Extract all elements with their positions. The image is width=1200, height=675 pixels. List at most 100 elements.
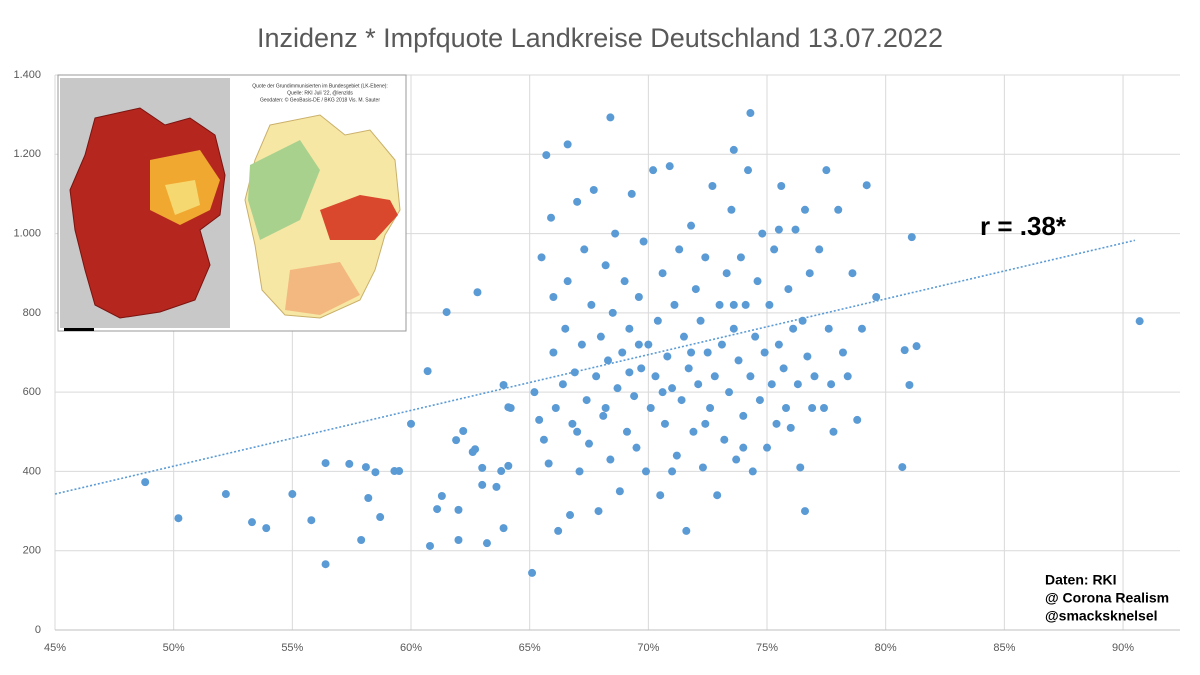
- point: [701, 253, 710, 262]
- point: [736, 253, 745, 262]
- point: [660, 419, 669, 428]
- point: [727, 205, 736, 214]
- point: [554, 526, 563, 535]
- point: [1135, 317, 1144, 326]
- point: [791, 225, 800, 234]
- map-left-region: [165, 180, 200, 215]
- point: [371, 468, 380, 477]
- point: [615, 487, 624, 496]
- point: [675, 245, 684, 254]
- point: [247, 518, 256, 527]
- y-tick-label: 0: [35, 624, 41, 636]
- point: [898, 463, 907, 472]
- point: [853, 415, 862, 424]
- point: [720, 435, 729, 444]
- point: [625, 368, 634, 377]
- point: [634, 340, 643, 349]
- point: [452, 436, 461, 445]
- point: [364, 493, 373, 502]
- point: [307, 516, 316, 525]
- point: [900, 346, 909, 355]
- point: [407, 419, 416, 428]
- y-tick-label: 1.000: [13, 227, 41, 239]
- point: [777, 182, 786, 190]
- point: [561, 324, 570, 333]
- point: [641, 467, 650, 476]
- point: [573, 197, 582, 206]
- point: [715, 300, 724, 309]
- point: [822, 166, 831, 175]
- point: [670, 300, 679, 309]
- point: [544, 459, 553, 468]
- point: [604, 356, 613, 365]
- point: [805, 269, 814, 278]
- point: [627, 189, 636, 198]
- inset-text: Geodaten: © GeoBasis-DE / BKG 2018 Vis. …: [260, 96, 380, 103]
- point: [646, 404, 655, 412]
- trendline: [54, 239, 1136, 495]
- point: [748, 467, 757, 476]
- point: [423, 367, 432, 376]
- point: [796, 463, 805, 472]
- point: [539, 435, 548, 444]
- point: [658, 269, 667, 278]
- point: [819, 404, 828, 412]
- point: [834, 205, 843, 214]
- point: [506, 404, 515, 412]
- x-tick-label: 65%: [519, 642, 541, 654]
- point: [549, 293, 558, 301]
- point: [765, 300, 774, 309]
- point: [808, 404, 817, 412]
- point: [535, 415, 544, 424]
- point: [499, 524, 508, 533]
- point: [601, 404, 610, 412]
- point: [668, 467, 677, 476]
- x-tick-label: 75%: [756, 642, 778, 654]
- point: [717, 340, 726, 349]
- point: [478, 480, 487, 489]
- point: [637, 364, 646, 373]
- point: [478, 463, 487, 472]
- point: [594, 507, 603, 516]
- point: [658, 388, 667, 397]
- point: [746, 372, 755, 381]
- point: [760, 348, 769, 357]
- point: [703, 348, 712, 357]
- point: [774, 340, 783, 349]
- point: [361, 463, 370, 472]
- map-right-region: [248, 140, 320, 240]
- point: [454, 505, 463, 514]
- point: [827, 380, 836, 389]
- point: [763, 443, 772, 452]
- point: [739, 443, 748, 452]
- point: [706, 404, 715, 412]
- point: [722, 269, 731, 278]
- point: [751, 332, 760, 341]
- map-scale: [64, 328, 94, 331]
- point: [563, 140, 572, 149]
- point: [668, 384, 677, 393]
- point: [632, 443, 641, 452]
- y-tick-label: 400: [23, 465, 41, 477]
- point: [592, 372, 601, 381]
- annotation: r = .38*: [980, 211, 1067, 241]
- point: [824, 324, 833, 333]
- source-text: @smacksknelsel: [1045, 608, 1158, 624]
- map-right-region: [320, 195, 398, 240]
- point: [656, 491, 665, 500]
- point: [589, 185, 598, 194]
- x-tick-label: 55%: [281, 642, 303, 654]
- point: [708, 182, 717, 190]
- point: [905, 381, 914, 390]
- point: [838, 348, 847, 357]
- point: [634, 293, 643, 301]
- point: [611, 229, 620, 238]
- point: [663, 352, 672, 361]
- point: [601, 261, 610, 270]
- point: [739, 411, 748, 420]
- point: [625, 324, 634, 333]
- point: [558, 380, 567, 389]
- point: [734, 356, 743, 365]
- point: [141, 478, 150, 487]
